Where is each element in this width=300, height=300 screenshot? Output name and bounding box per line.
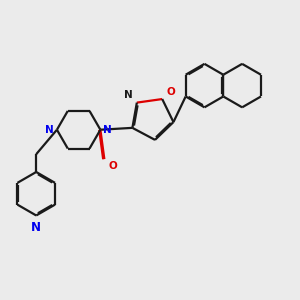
Text: N: N — [45, 125, 54, 135]
Text: N: N — [31, 221, 41, 234]
Text: O: O — [108, 161, 117, 171]
Text: O: O — [166, 87, 175, 97]
Text: N: N — [124, 90, 133, 100]
Text: N: N — [103, 125, 112, 135]
